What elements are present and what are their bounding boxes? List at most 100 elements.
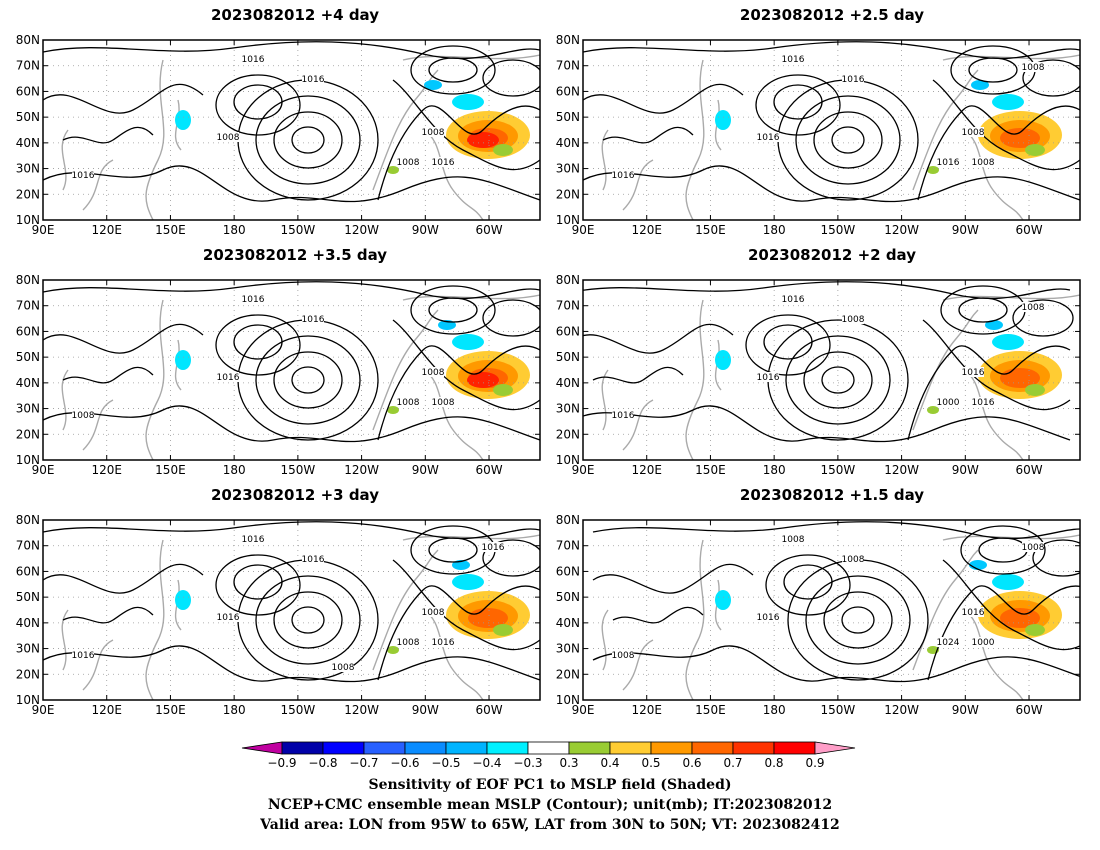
- lon-tick-label: 180: [763, 223, 786, 237]
- isobar: [960, 525, 1046, 575]
- isobar-label: 1016: [432, 158, 455, 168]
- lon-tick-label: 90W: [952, 703, 979, 717]
- lat-tick-label: 40N: [16, 136, 40, 150]
- coastline: [422, 369, 484, 460]
- isobar-label: 1016: [482, 543, 505, 553]
- isobar-label: 1016: [782, 295, 805, 305]
- isobar-label: 1008: [842, 315, 865, 325]
- coastline: [962, 129, 1024, 220]
- lon-tick-label: 120E: [631, 223, 662, 237]
- map-area: 1016 1008 1016 1016 1000 1016 1016 1008 80N 70N 60…: [556, 273, 1081, 477]
- lat-tick-label: 10N: [16, 213, 40, 227]
- isobar-label-bg: [217, 372, 239, 382]
- caption-line-1: Sensitivity of EOF PC1 to MSLP field (Sh…: [368, 777, 732, 793]
- isobar: [1032, 539, 1080, 577]
- sensitivity-negative: [175, 590, 191, 610]
- isobar: [273, 111, 343, 169]
- lon-tick-label: 180: [763, 463, 786, 477]
- isobar-label-bg: [757, 612, 779, 622]
- lon-tick-label: 150E: [155, 223, 186, 237]
- isobar-label: 1016: [972, 398, 995, 408]
- isobar: [755, 74, 841, 136]
- panel-title: 2023082012 +2 day: [748, 246, 916, 264]
- lon-tick-label: 150W: [820, 223, 855, 237]
- isobar: [291, 606, 325, 634]
- lat-tick-label: 40N: [556, 136, 580, 150]
- sensitivity-negative: [985, 320, 1003, 330]
- lon-tick-label: 90W: [952, 463, 979, 477]
- coastline: [145, 299, 165, 460]
- sensitivity-positive: [493, 144, 513, 156]
- isobar-label: 1016: [72, 651, 95, 661]
- lon-tick-label: 90E: [32, 703, 55, 717]
- lat-tick-label: 30N: [556, 642, 580, 656]
- lon-tick-label: 90W: [412, 703, 439, 717]
- lat-tick-label: 70N: [16, 59, 40, 73]
- coastline: [601, 609, 609, 671]
- lat-tick-label: 70N: [16, 539, 40, 553]
- sensitivity-negative: [969, 560, 987, 570]
- isobar-label-bg: [432, 397, 454, 407]
- isobar: [62, 366, 154, 384]
- lat-tick-label: 60N: [16, 324, 40, 338]
- isobar-label: 1008: [962, 128, 985, 138]
- sensitivity-negative: [424, 80, 442, 90]
- colorbar-label: 0.3: [559, 756, 578, 770]
- isobar-label: 1008: [782, 535, 805, 545]
- isobar-label-bg: [72, 650, 94, 660]
- lon-tick-label: 150W: [280, 223, 315, 237]
- isobar-label: 1008: [422, 128, 445, 138]
- isobar: [43, 645, 540, 683]
- colorbar-label: 0.5: [641, 756, 660, 770]
- isobar-label: 1008: [842, 555, 865, 565]
- lat-tick-label: 50N: [16, 110, 40, 124]
- colorbar-label: −0.6: [390, 756, 419, 770]
- isobar-label-bg: [782, 534, 804, 544]
- sensitivity-positive: [467, 372, 499, 388]
- map-frame: [42, 39, 541, 221]
- isobar-label-bg: [757, 372, 779, 382]
- isobar: [410, 45, 496, 95]
- coastline: [145, 59, 165, 220]
- isobar-label: 1016: [432, 638, 455, 648]
- sensitivity-negative: [992, 334, 1024, 350]
- isobar: [215, 554, 301, 616]
- isobar-label: 1008: [422, 368, 445, 378]
- lat-tick-label: 20N: [16, 427, 40, 441]
- isobar: [831, 126, 865, 154]
- isobar-label: 1016: [757, 133, 780, 143]
- isobar: [215, 74, 301, 136]
- coastline: [622, 159, 654, 211]
- isobar: [745, 314, 831, 376]
- coastline: [61, 129, 69, 191]
- map-frame: [582, 279, 1081, 461]
- lat-tick-label: 80N: [16, 513, 40, 527]
- isobar: [592, 366, 684, 384]
- colorbar-swatch: [445, 741, 488, 755]
- lat-tick-label: 70N: [16, 299, 40, 313]
- colorbar-label: 0.4: [600, 756, 619, 770]
- isobar: [43, 165, 540, 203]
- lat-tick-label: 20N: [556, 427, 580, 441]
- isobar-label-bg: [972, 397, 994, 407]
- isobar: [1012, 299, 1074, 337]
- lon-tick-label: 180: [223, 463, 246, 477]
- lat-tick-label: 10N: [556, 693, 580, 707]
- isobar-label: 1016: [757, 613, 780, 623]
- colorbar-swatch: [650, 741, 693, 755]
- isobar-label-bg: [612, 170, 634, 180]
- colorbar-swatch: [486, 741, 529, 755]
- isobar: [763, 324, 813, 360]
- isobar: [602, 126, 694, 144]
- isobar: [377, 585, 540, 681]
- coastline: [174, 579, 182, 631]
- lon-tick-label: 150E: [155, 703, 186, 717]
- map-content: 1016 1016 1008 1008 1008 1016 1016: [43, 40, 540, 220]
- map-frame: [42, 519, 541, 701]
- isobar: [392, 79, 540, 171]
- lon-tick-label: 90W: [412, 223, 439, 237]
- isobar-label: 1008: [972, 158, 995, 168]
- isobar-label: 1008: [72, 411, 95, 421]
- sensitivity-negative: [992, 574, 1024, 590]
